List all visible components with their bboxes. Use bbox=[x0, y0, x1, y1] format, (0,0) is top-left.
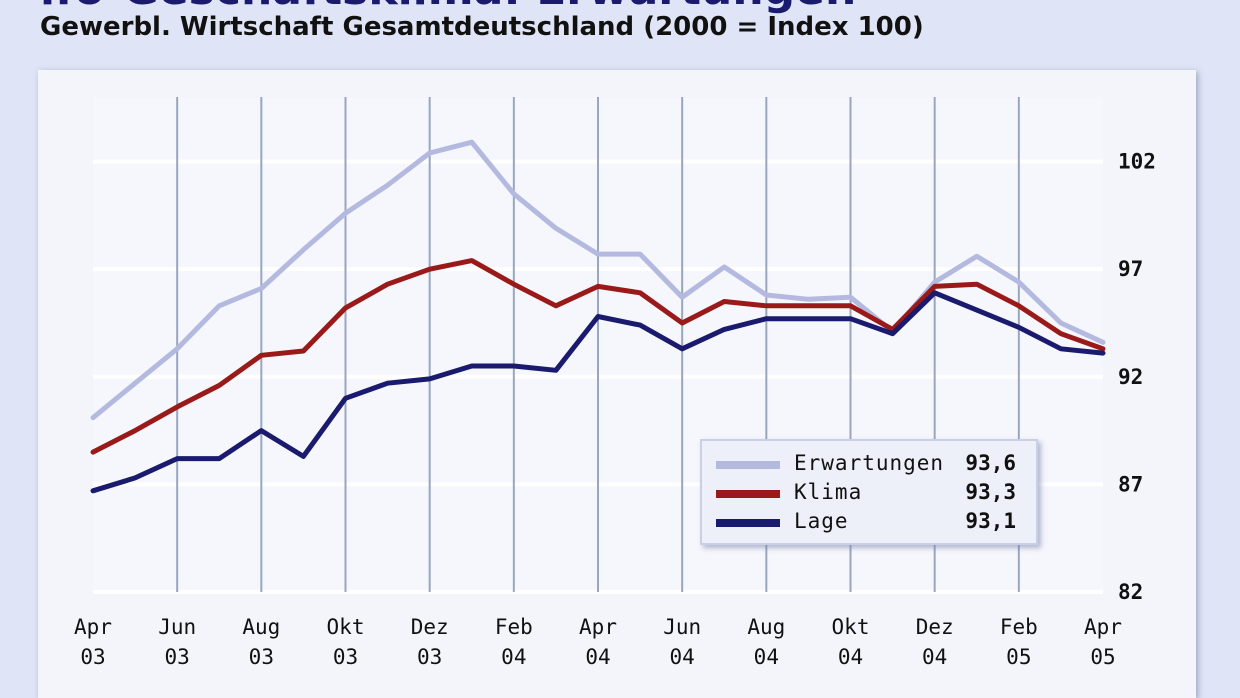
x-tick-month-3: Okt bbox=[327, 615, 365, 639]
chart-subtitle: Gewerbl. Wirtschaft Gesamtdeutschland (2… bbox=[40, 12, 924, 42]
x-tick-month-4: Dez bbox=[411, 615, 449, 639]
x-tick-year-4: 03 bbox=[417, 645, 442, 669]
x-tick-month-7: Jun bbox=[663, 615, 701, 639]
x-tick-year-8: 04 bbox=[754, 645, 779, 669]
legend-swatch-klima bbox=[716, 490, 780, 498]
x-tick-month-9: Okt bbox=[832, 615, 870, 639]
legend-item-klima: Klima 93,3 bbox=[716, 480, 1028, 508]
y-axis-ticks: 82 87 92 97 102 bbox=[1118, 150, 1156, 604]
x-tick-month-11: Feb bbox=[1000, 615, 1038, 639]
x-tick-year-6: 04 bbox=[585, 645, 610, 669]
x-tick-year-11: 05 bbox=[1006, 645, 1031, 669]
x-tick-month-0: Apr bbox=[74, 615, 112, 639]
x-tick-month-12: Apr bbox=[1084, 615, 1122, 639]
x-tick-month-8: Aug bbox=[747, 615, 785, 639]
x-tick-month-5: Feb bbox=[495, 615, 533, 639]
y-tick-label-87: 87 bbox=[1118, 472, 1143, 496]
legend-value-klima: 93,3 bbox=[965, 480, 1016, 504]
x-tick-month-10: Dez bbox=[916, 615, 954, 639]
x-tick-year-2: 03 bbox=[249, 645, 274, 669]
series-line-lage bbox=[90, 290, 1106, 494]
legend-label-lage: Lage bbox=[794, 509, 849, 533]
x-tick-year-1: 03 bbox=[165, 645, 190, 669]
legend: Erwartungen 93,6 Klima 93,3 Lage 93,1 bbox=[700, 439, 1038, 545]
legend-item-lage: Lage 93,1 bbox=[716, 509, 1028, 537]
series-line-klima bbox=[90, 258, 1106, 455]
series-line-erwartungen bbox=[90, 139, 1106, 421]
x-tick-year-9: 04 bbox=[838, 645, 863, 669]
x-tick-year-12: 05 bbox=[1090, 645, 1115, 669]
x-tick-month-1: Jun bbox=[158, 615, 196, 639]
x-axis-ticks: Apr 03 Jun 03 Aug 03 Okt 03 Dez 03 Feb 04 Apr 04 Jun 04… bbox=[74, 615, 1122, 669]
series-lines bbox=[90, 139, 1106, 494]
legend-label-erwartungen: Erwartungen bbox=[794, 451, 945, 475]
legend-value-erwartungen: 93,6 bbox=[965, 451, 1016, 475]
x-tick-month-2: Aug bbox=[242, 615, 280, 639]
y-tick-label-97: 97 bbox=[1118, 257, 1143, 281]
y-tick-label-82: 82 bbox=[1118, 580, 1143, 604]
x-tick-month-6: Apr bbox=[579, 615, 617, 639]
legend-item-erwartungen: Erwartungen 93,6 bbox=[716, 451, 1028, 479]
y-tick-label-92: 92 bbox=[1118, 365, 1143, 389]
page-title-fragment: ifo-Geschäftsklima: Erwartungen bbox=[40, 0, 856, 15]
x-tick-year-0: 03 bbox=[80, 645, 105, 669]
legend-swatch-lage bbox=[716, 519, 780, 527]
x-tick-year-5: 04 bbox=[501, 645, 526, 669]
y-tick-label-102: 102 bbox=[1118, 150, 1156, 174]
x-tick-year-3: 03 bbox=[333, 645, 358, 669]
x-tick-year-10: 04 bbox=[922, 645, 947, 669]
legend-label-klima: Klima bbox=[794, 480, 863, 504]
x-tick-year-7: 04 bbox=[670, 645, 695, 669]
legend-swatch-erwartungen bbox=[716, 461, 780, 469]
legend-value-lage: 93,1 bbox=[965, 509, 1016, 533]
